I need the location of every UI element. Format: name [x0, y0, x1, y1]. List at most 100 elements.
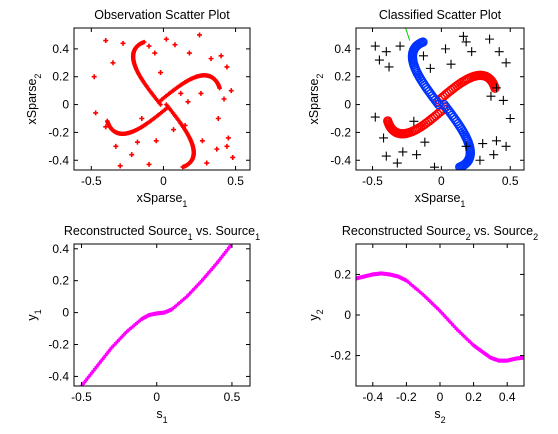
y-tick-label: -0.2: [330, 349, 351, 363]
y-tick-label: 0.2: [334, 267, 351, 281]
point: [461, 37, 471, 47]
chart-title: Reconstructed Source1 vs. Source1: [64, 224, 260, 242]
x-tick-label: -0.5: [71, 390, 92, 404]
y-tick-label: -0.4: [48, 369, 69, 383]
point: [93, 110, 99, 116]
point: [505, 113, 515, 123]
y-axis-label: y1: [25, 309, 43, 320]
y-tick-label: 0: [62, 306, 69, 320]
point: [370, 41, 380, 51]
point: [478, 139, 488, 149]
x-tick-label: -0.4: [362, 390, 383, 404]
y-tick-label: 0: [344, 98, 351, 112]
x-tick-label: -0.2: [396, 390, 417, 404]
point: [204, 160, 210, 166]
x-tick-label: 0.5: [227, 174, 244, 188]
plot-area-1: [91, 32, 236, 170]
point: [230, 154, 236, 160]
y-tick-label: -0.4: [48, 153, 69, 167]
x-tick-label: 0.2: [465, 390, 482, 404]
x-tick-label: 0.5: [502, 174, 519, 188]
point: [139, 115, 145, 121]
point: [153, 138, 159, 144]
point: [370, 112, 380, 122]
x-axis-label: xSparse1: [415, 191, 466, 209]
point: [458, 31, 468, 41]
point: [117, 163, 123, 169]
subplot-4: -0.4 -0.2 0 0.2 0.4 -0.2 0 0.2 Reconstructed Sou…: [307, 224, 538, 425]
point: [152, 50, 158, 56]
x-tick-label: -0.5: [81, 174, 102, 188]
chart-title: Classified Scatter Plot: [379, 8, 502, 22]
point: [158, 70, 164, 76]
arm-point: [141, 39, 147, 45]
point: [186, 50, 192, 56]
x-axis-label: s2: [434, 407, 445, 425]
point: [199, 138, 205, 144]
point: [491, 136, 501, 146]
y-tick-label: -0.2: [48, 338, 69, 352]
y-tick-label: 0.2: [334, 70, 351, 84]
y-tick-label: 0.4: [52, 242, 69, 256]
y-tick-label: 0.2: [52, 274, 69, 288]
point: [501, 58, 511, 68]
chart-title: Reconstructed Source2 vs. Source2: [342, 224, 538, 242]
point: [172, 42, 178, 48]
arm-point: [217, 85, 222, 91]
point: [425, 63, 435, 73]
point: [185, 99, 191, 105]
y-tick-label: 0: [62, 98, 69, 112]
point: [208, 56, 214, 62]
y-tick-label: 0: [344, 308, 351, 322]
point: [441, 44, 451, 54]
y-tick-label: 0.2: [52, 70, 69, 84]
x-tick-label: 0: [160, 174, 167, 188]
blue-marker: [418, 37, 428, 47]
y-tick-label: -0.2: [48, 125, 69, 139]
point: [215, 115, 221, 121]
point: [485, 34, 495, 44]
point: [409, 116, 419, 126]
x-axis-label: xSparse1: [137, 191, 188, 209]
point: [224, 143, 230, 149]
point: [475, 155, 485, 165]
point: [494, 47, 504, 57]
point: [467, 47, 477, 57]
x-tick-label: 0.5: [224, 390, 241, 404]
green-line: [405, 28, 411, 41]
point: [224, 64, 230, 70]
point: [384, 62, 394, 72]
x-tick-label: 0.4: [499, 390, 516, 404]
point: [91, 74, 97, 80]
subplot-1: -0.5 0 0.5 -0.4 -0.2 0 0.2 0.4 Observation Scatt…: [25, 8, 251, 209]
blue-marker: [455, 162, 465, 170]
y-axis-label: xSparse2: [307, 74, 325, 125]
subplot-2: -0.5 0 0.5 -0.4 -0.2 0 0.2 0.4 Classified Scatte…: [307, 8, 525, 209]
point: [420, 137, 430, 147]
point: [163, 36, 169, 42]
point: [429, 162, 439, 170]
point: [178, 90, 184, 96]
point: [103, 38, 109, 44]
point: [491, 83, 501, 93]
plot-area-2: [370, 28, 515, 170]
point: [146, 43, 152, 49]
point: [120, 40, 126, 46]
arm-point: [180, 164, 185, 170]
point: [110, 60, 116, 66]
plot-area-3: [79, 244, 233, 386]
point: [379, 133, 389, 143]
x-tick-label: 0: [437, 390, 444, 404]
axes-frame: [73, 27, 251, 171]
point: [171, 127, 177, 133]
point: [225, 135, 231, 141]
x-tick-label: 0: [153, 390, 160, 404]
y-axis-label: y2: [307, 309, 325, 320]
y-tick-label: 0.4: [334, 42, 351, 56]
point: [228, 88, 234, 94]
x-tick-label: 0: [438, 174, 445, 188]
point: [113, 143, 119, 149]
point: [214, 146, 220, 152]
